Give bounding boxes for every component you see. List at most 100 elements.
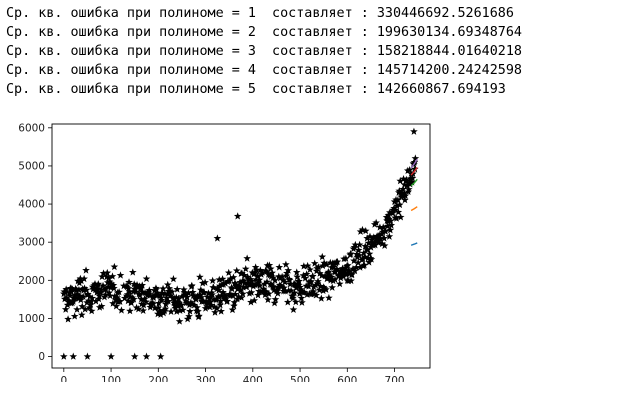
data-point (297, 294, 306, 302)
data-point (197, 293, 206, 301)
data-point (173, 285, 182, 293)
data-point (281, 287, 290, 295)
data-point (269, 273, 277, 282)
data-point (219, 280, 228, 288)
data-point (107, 352, 115, 360)
data-point (365, 249, 374, 258)
data-point (208, 290, 216, 298)
data-point (411, 165, 419, 173)
data-point (236, 278, 244, 286)
data-point (111, 292, 119, 300)
data-point (391, 205, 400, 214)
data-point (180, 291, 189, 299)
data-point (383, 222, 392, 230)
data-point (262, 287, 270, 296)
data-point (394, 208, 403, 216)
data-point (70, 292, 79, 300)
output-mid: составляет : (255, 82, 377, 97)
data-point (260, 280, 269, 288)
data-point (231, 290, 240, 298)
data-point (106, 291, 114, 300)
data-point (159, 284, 167, 293)
data-point (268, 282, 277, 290)
data-point (247, 298, 255, 306)
data-point (385, 215, 393, 223)
data-point (170, 294, 179, 302)
data-point (352, 263, 361, 271)
data-point (348, 270, 356, 278)
x-tick-label: 600 (337, 375, 357, 382)
data-point (61, 305, 70, 313)
data-point (353, 253, 362, 261)
data-point (77, 276, 86, 285)
data-point (168, 287, 176, 296)
data-point (247, 288, 256, 296)
data-point (180, 285, 188, 293)
data-point (137, 295, 146, 303)
data-point (360, 261, 369, 269)
data-point (140, 295, 149, 303)
data-point (148, 298, 156, 307)
data-point (177, 301, 186, 309)
data-point (315, 286, 324, 294)
data-point (215, 275, 224, 284)
data-point (82, 266, 90, 274)
data-point (256, 266, 265, 274)
data-point (263, 278, 271, 286)
data-point (174, 298, 182, 306)
data-point (232, 282, 241, 290)
data-point (139, 301, 148, 309)
data-point (256, 281, 264, 289)
data-point (90, 284, 99, 292)
data-point (364, 239, 373, 247)
data-point (289, 305, 298, 313)
data-point (146, 291, 154, 299)
data-point (296, 283, 304, 291)
data-point (157, 296, 166, 304)
data-point (253, 272, 262, 280)
data-point (318, 252, 327, 261)
data-point (346, 249, 355, 258)
data-point (252, 266, 261, 274)
x-tick-label: 0 (60, 375, 67, 382)
data-point (216, 301, 225, 309)
data-point (135, 290, 143, 298)
data-point (387, 221, 396, 229)
data-point (249, 282, 258, 290)
data-point (408, 174, 417, 182)
data-point (354, 258, 362, 266)
data-point (344, 266, 353, 274)
data-point (401, 191, 410, 200)
data-point (361, 242, 370, 250)
data-point (153, 288, 162, 297)
data-point (271, 276, 279, 284)
output-prefix: Ср. кв. ошибка при полиноме = (6, 63, 248, 78)
data-point (70, 312, 79, 320)
data-point (162, 298, 171, 306)
data-point (309, 272, 317, 280)
polynomial-fit-line (410, 178, 418, 187)
data-point (93, 285, 102, 293)
data-point (403, 166, 412, 174)
data-point (108, 272, 117, 280)
data-point (360, 252, 369, 261)
data-point (200, 288, 208, 296)
data-point (320, 284, 329, 292)
data-point (226, 274, 235, 283)
data-point (194, 307, 202, 315)
y-tick-label: 3000 (18, 237, 45, 249)
data-point (275, 272, 283, 280)
data-point (405, 166, 414, 174)
data-point (199, 297, 208, 305)
data-point (87, 297, 96, 305)
data-point (77, 295, 85, 304)
data-point (132, 303, 141, 311)
y-tick-label: 1000 (18, 313, 45, 325)
data-point (254, 278, 263, 287)
data-point (269, 283, 278, 291)
data-point (299, 271, 308, 279)
data-point (239, 289, 247, 298)
data-point (214, 286, 223, 294)
data-point (333, 265, 341, 273)
data-point (268, 269, 276, 277)
